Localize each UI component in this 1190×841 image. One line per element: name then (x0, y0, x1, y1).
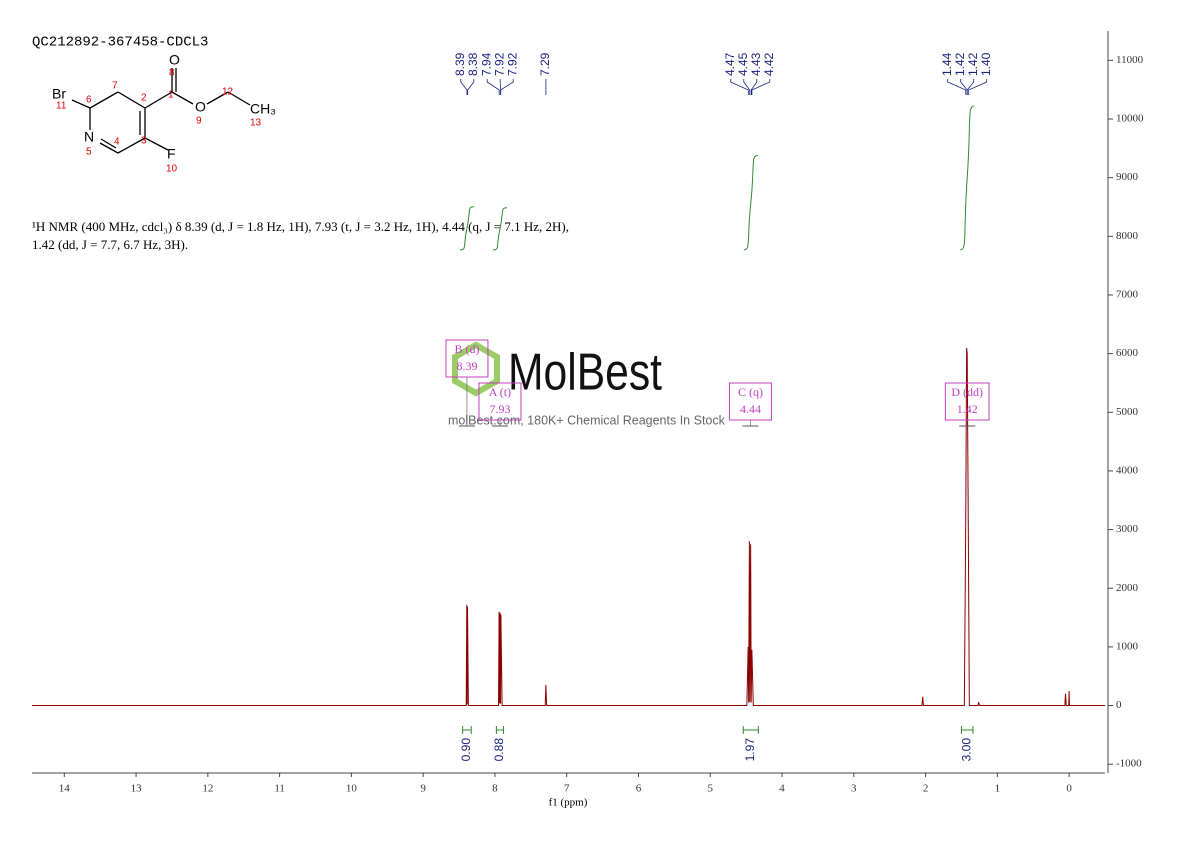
atom-number: 4 (114, 137, 120, 148)
atom: N (84, 129, 94, 145)
y-tick-label: 1000 (1116, 640, 1139, 652)
peak-connector (966, 79, 975, 95)
y-tick-label: 10000 (1116, 113, 1144, 125)
peak-label: 7.29 (538, 52, 552, 76)
peak-label: 4.43 (749, 52, 763, 76)
x-tick-label: 1 (995, 783, 1001, 795)
peak-connector (500, 79, 514, 95)
integral-curve (492, 207, 507, 251)
y-tick-label: 4000 (1116, 464, 1139, 476)
x-tick-label: 3 (851, 783, 857, 795)
peak-label: 1.40 (979, 52, 993, 76)
multiplet-shift: 4.44 (740, 402, 761, 416)
y-tick-label: 7000 (1116, 288, 1139, 300)
y-tick-label: 11000 (1116, 54, 1144, 66)
integral-label: 0.88 (492, 738, 506, 762)
integral-curve (960, 105, 975, 251)
peak-connector (750, 79, 758, 95)
atom-number: 2 (141, 93, 147, 104)
peak-label: 7.94 (479, 52, 493, 76)
integral-label: 1.97 (743, 738, 757, 762)
peak-connector (751, 79, 771, 95)
integral-label: 3.00 (959, 738, 973, 762)
logo-hexagon (452, 341, 500, 397)
integral-curve (459, 206, 474, 251)
atom: CH₃ (250, 101, 276, 117)
atom: F (167, 146, 176, 162)
peak-connector (960, 79, 968, 95)
atom-number: 9 (196, 116, 202, 127)
atom-number: 5 (86, 147, 92, 158)
peak-label: 1.42 (966, 52, 980, 76)
peak-label: 1.44 (940, 52, 954, 76)
multiplet-shift: 8.39 (456, 359, 477, 373)
y-tick-label: 2000 (1116, 582, 1139, 594)
x-tick-label: 2 (923, 783, 929, 795)
integral-label: 0.90 (459, 738, 473, 762)
peak-label: 4.47 (723, 52, 737, 76)
watermark-tagline: molBest.com, 180K+ Chemical Reagents In … (448, 413, 726, 427)
atom-number: 6 (86, 95, 92, 106)
x-tick-label: 7 (564, 783, 570, 795)
peak-connector (460, 79, 468, 95)
x-tick-label: 14 (59, 783, 71, 795)
y-tick-label: 3000 (1116, 523, 1139, 535)
x-tick-label: 10 (346, 783, 358, 795)
y-tick-label: 5000 (1116, 406, 1139, 418)
x-tick-label: 8 (492, 783, 498, 795)
molecule-bonds (71, 68, 251, 154)
x-tick-label: 4 (779, 783, 785, 795)
description-line: 1.42 (dd, J = 7.7, 6.7 Hz, 3H). (32, 237, 188, 252)
x-tick-label: 0 (1066, 783, 1072, 795)
peak-label: 7.92 (505, 52, 519, 76)
x-tick-label: 12 (202, 783, 213, 795)
peak-connector (968, 79, 988, 95)
x-tick-label: 6 (636, 783, 642, 795)
peak-connector (947, 79, 967, 95)
peak-connector (467, 79, 475, 95)
atom-number: 8 (169, 68, 175, 79)
peak-label: 4.42 (762, 52, 776, 76)
spectrum-line (32, 347, 1105, 707)
y-tick-label: 9000 (1116, 171, 1139, 183)
multiplet-shift: 1.42 (957, 402, 978, 416)
atom: O (169, 52, 180, 68)
multiplet-label: D (dd) (951, 385, 983, 399)
atom: Br (52, 86, 66, 102)
atom-number: 11 (56, 101, 67, 112)
peak-connector (486, 79, 500, 95)
watermark-logo: MolBest (508, 344, 662, 402)
x-tick-label: 9 (420, 783, 426, 795)
peak-connector (743, 79, 751, 95)
peak-label: 1.42 (953, 52, 967, 76)
peak-label: 4.45 (736, 52, 750, 76)
y-tick-label: -1000 (1116, 758, 1142, 770)
multiplet-label: B (d) (454, 342, 479, 356)
x-tick-label: 5 (708, 783, 714, 795)
atom-number: 7 (112, 81, 118, 92)
integral-curve (743, 154, 758, 251)
y-tick-label: 8000 (1116, 230, 1139, 242)
atom-number: 10 (166, 164, 178, 175)
x-axis-label: f1 (ppm) (549, 797, 588, 809)
atom-number: 1 (168, 90, 174, 101)
peak-label: 8.39 (453, 52, 467, 76)
y-tick-label: 6000 (1116, 347, 1139, 359)
peak-label: 8.38 (466, 52, 480, 76)
multiplet-label: A (t) (489, 385, 511, 399)
description-line: ¹H NMR (400 MHz, cdcl₃) δ 8.39 (d, J = 1… (32, 219, 569, 234)
chart-title: QC212892-367458-CDCL3 (32, 35, 208, 51)
atom-number: 12 (222, 87, 234, 98)
multiplet-label: C (q) (738, 385, 763, 399)
x-tick-label: 13 (131, 783, 143, 795)
peak-label: 7.92 (492, 52, 506, 76)
atom-number: 3 (141, 136, 147, 147)
atom-number: 13 (250, 118, 262, 129)
y-tick-label: 0 (1116, 699, 1122, 711)
x-tick-label: 11 (274, 783, 285, 795)
peak-connector (730, 79, 749, 95)
multiplet-shift: 7.93 (489, 402, 510, 416)
atom: O (195, 99, 206, 115)
